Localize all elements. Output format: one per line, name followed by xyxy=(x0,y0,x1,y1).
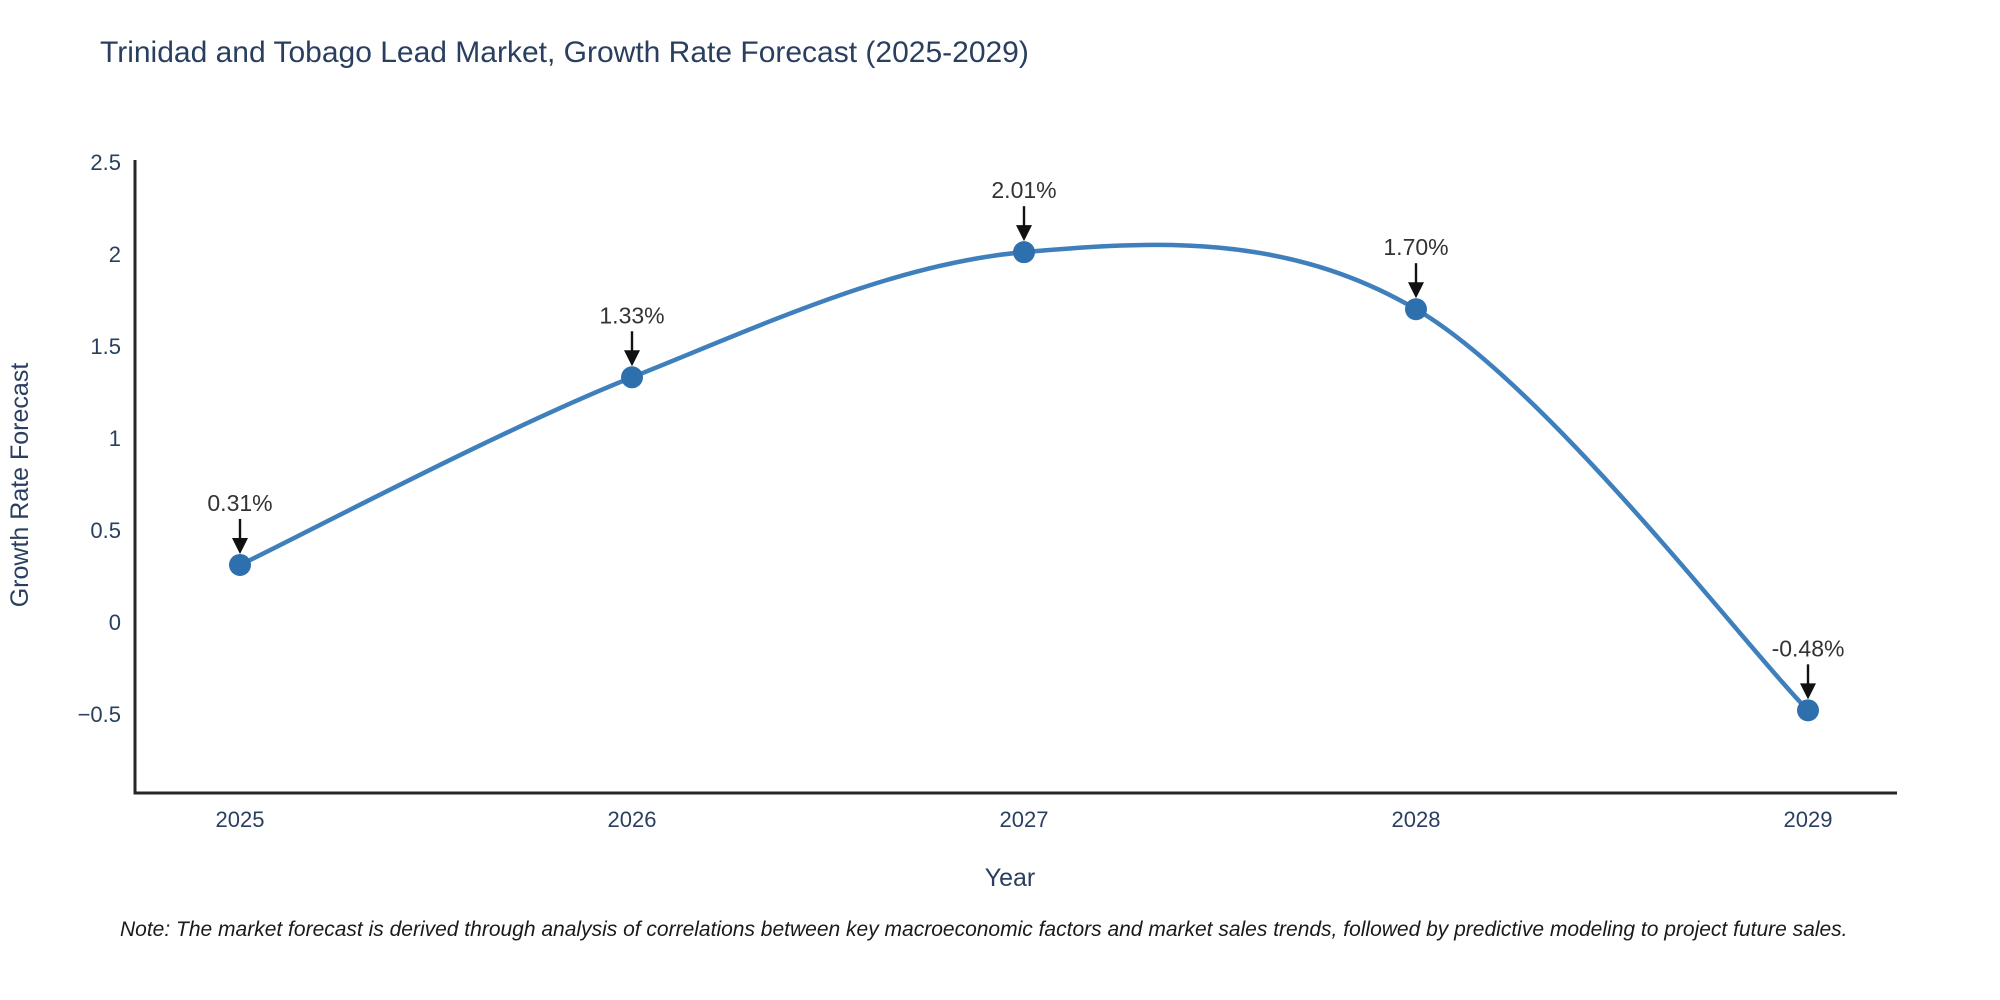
data-point-label: 1.33% xyxy=(599,302,664,328)
data-point-marker xyxy=(1797,699,1819,722)
y-tick-label: −0.5 xyxy=(78,702,121,727)
chart-footnote: Note: The market forecast is derived thr… xyxy=(120,918,1848,941)
annotation-arrowhead-icon xyxy=(1408,282,1424,299)
x-tick-label: 2026 xyxy=(608,807,657,832)
x-tick-label: 2027 xyxy=(1000,807,1049,832)
data-point-label: -0.48% xyxy=(1772,635,1845,661)
y-tick-label: 1 xyxy=(109,426,121,451)
series-line xyxy=(237,242,1811,713)
chart-title: Trinidad and Tobago Lead Market, Growth … xyxy=(100,36,1029,69)
data-point-label: 2.01% xyxy=(991,177,1056,203)
y-tick-label: 1.5 xyxy=(90,334,121,359)
data-point-marker xyxy=(229,553,251,576)
data-point-label: 1.70% xyxy=(1383,234,1448,260)
annotation-arrowhead-icon xyxy=(1016,225,1032,242)
y-tick-label: 2.5 xyxy=(90,150,121,175)
data-point-marker xyxy=(1405,298,1427,321)
y-tick-label: 0.5 xyxy=(90,518,121,543)
x-tick-label: 2025 xyxy=(216,807,265,832)
annotation-arrowhead-icon xyxy=(1800,683,1816,700)
annotation-arrowhead-icon xyxy=(624,350,640,367)
data-point-marker xyxy=(621,366,643,389)
data-point-marker xyxy=(1013,241,1035,264)
y-tick-label: 0 xyxy=(109,610,121,635)
x-tick-label: 2028 xyxy=(1392,807,1441,832)
x-axis-title: Year xyxy=(984,864,1036,892)
data-point-label: 0.31% xyxy=(207,490,272,516)
y-tick-label: 2 xyxy=(109,242,121,267)
x-tick-label: 2029 xyxy=(1784,807,1833,832)
annotation-arrowhead-icon xyxy=(232,537,248,554)
